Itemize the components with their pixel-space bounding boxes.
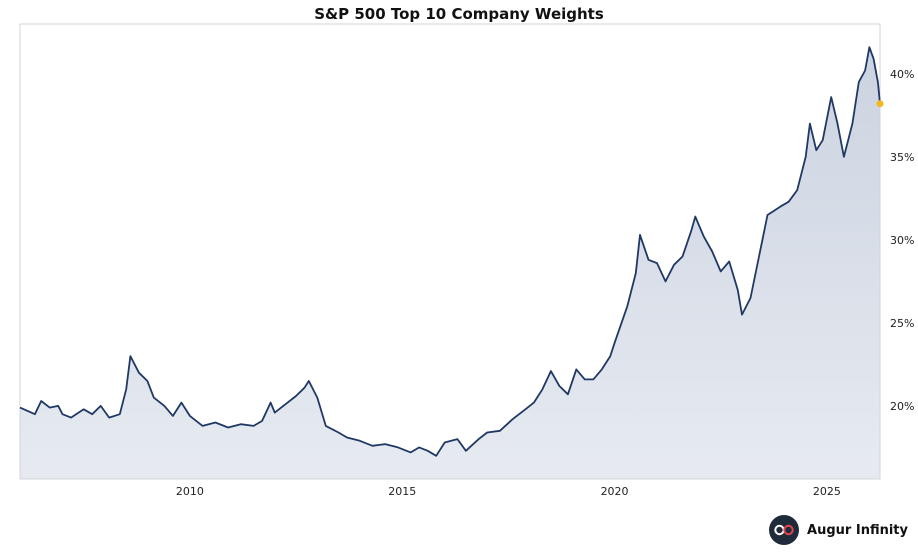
x-tick-label: 2020: [601, 485, 629, 498]
x-tick-label: 2015: [388, 485, 416, 498]
brand-badge: Augur Infinity: [769, 515, 908, 545]
x-tick-label: 2010: [176, 485, 204, 498]
area-layer: [20, 47, 880, 479]
series-area: [20, 47, 880, 479]
x-axis-ticks: 2010 2015 2020 2025: [176, 485, 841, 498]
y-tick-label: 25%: [890, 317, 914, 330]
line-layer: [19, 46, 881, 457]
brand-name: Augur Infinity: [807, 522, 908, 538]
y-tick-label: 30%: [890, 234, 914, 247]
marker-layer: [876, 100, 884, 108]
y-tick-label: 35%: [890, 151, 914, 164]
y-tick-label: 40%: [890, 68, 914, 81]
y-tick-label: 20%: [890, 400, 914, 413]
x-tick-label: 2025: [813, 485, 841, 498]
chart-title: S&P 500 Top 10 Company Weights: [314, 5, 604, 23]
series-line: [19, 46, 881, 457]
y-axis-ticks: 20% 25% 30% 35% 40%: [890, 68, 914, 413]
infinity-logo-icon: [769, 515, 800, 545]
last-value-marker: [876, 100, 884, 108]
